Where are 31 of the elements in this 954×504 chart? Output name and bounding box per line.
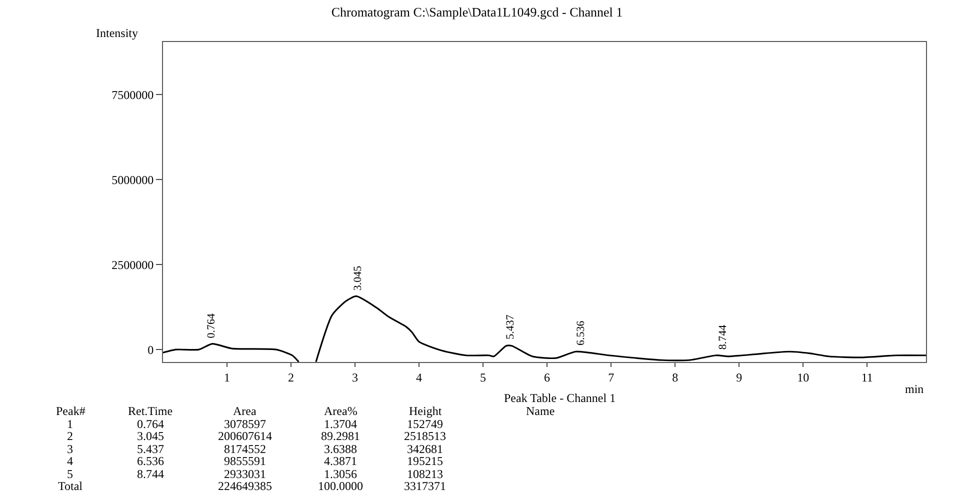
y-tick-label: 5000000 bbox=[112, 172, 154, 187]
text: Peak Table - Channel 1 bbox=[504, 391, 616, 405]
x-tick-label: 3 bbox=[352, 370, 358, 384]
chart-title: Chromatogram C:\Sample\Data1L1049.gcd - Channel 1 bbox=[331, 4, 623, 20]
text: Peak# Ret.Time Area Area% Height Name bbox=[56, 404, 555, 418]
x-tick-label: 10 bbox=[797, 370, 810, 384]
x-tick-label: 9 bbox=[736, 370, 742, 384]
x-tick-label: 11 bbox=[861, 370, 873, 384]
y-tick-label: 7500000 bbox=[112, 88, 154, 102]
text: Total 224649385 100.0000 3317371 bbox=[58, 479, 446, 493]
x-tick-label: 7 bbox=[608, 370, 614, 384]
x-tick-label: 1 bbox=[224, 370, 230, 384]
annotation: 6.536 bbox=[575, 320, 588, 346]
text: 4 6.536 9855591 4.3871 195215 bbox=[67, 454, 443, 468]
annotation: 5.437 bbox=[504, 314, 517, 340]
annotation: 3.045 bbox=[352, 265, 364, 291]
x-axis-title: min bbox=[905, 382, 924, 396]
x-tick-label: 5 bbox=[480, 370, 486, 384]
x-tick-label: 4 bbox=[416, 370, 422, 384]
y-tick-label: 2500000 bbox=[112, 258, 154, 272]
y-axis-title: Intensity bbox=[96, 26, 138, 40]
text: 3 5.437 8174552 3.6388 342681 bbox=[67, 442, 443, 456]
text: 1 0.764 3078597 1.3704 152749 bbox=[67, 417, 443, 431]
x-tick-label: 8 bbox=[672, 370, 678, 384]
annotation: 0.764 bbox=[206, 312, 218, 338]
text: 2 3.045 200607614 89.2981 2518513 bbox=[67, 429, 446, 443]
x-tick-label: 2 bbox=[288, 370, 294, 384]
y-tick-label: 0 bbox=[148, 342, 154, 357]
text: 5 8.744 2933031 1.3056 108213 bbox=[67, 467, 443, 481]
annotation: 8.744 bbox=[716, 324, 729, 350]
x-tick-label: 6 bbox=[544, 370, 550, 384]
